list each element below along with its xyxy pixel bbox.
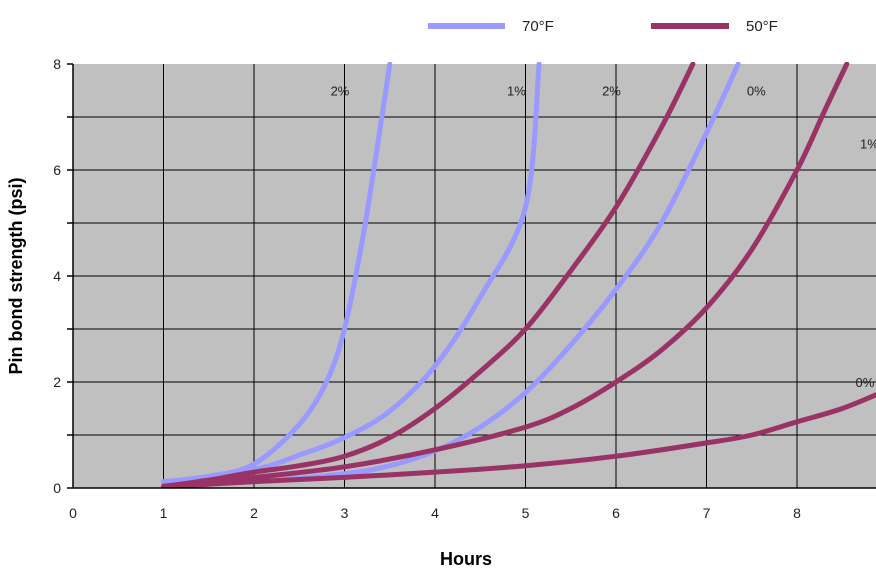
y-tick-label: 8 <box>53 56 61 72</box>
y-tick-label: 4 <box>53 268 61 284</box>
x-tick-label: 6 <box>612 505 620 521</box>
series-line-50-f-2- <box>161 62 696 488</box>
curve-label: 2% <box>602 84 621 99</box>
y-tick-label: 0 <box>53 480 61 496</box>
legend-label-50f: 50°F <box>746 18 778 35</box>
series-line-70-f-1- <box>161 62 542 486</box>
x-tick-label: 3 <box>341 505 349 521</box>
x-tick-label: 4 <box>431 505 439 521</box>
curve-label: 0% <box>855 375 874 390</box>
y-tick-label: 2 <box>53 374 61 390</box>
curve-labels: 2% 1% 2% 0% 1% 0% <box>331 84 876 391</box>
series-line-50-f-1- <box>161 62 850 488</box>
x-tick-label: 7 <box>703 505 711 521</box>
tick-labels: 0 1 2 3 4 5 6 7 8 0 2 4 6 8 <box>53 56 801 521</box>
curve-label: 1% <box>507 84 526 99</box>
x-tick-label: 8 <box>793 505 801 521</box>
series-line-50-f-0- <box>161 392 876 488</box>
legend-label-70f: 70°F <box>522 18 554 35</box>
legend: 70°F 50°F <box>428 18 778 35</box>
x-tick-label: 1 <box>160 505 168 521</box>
x-tick-label: 0 <box>69 505 77 521</box>
x-axis-title: Hours <box>440 549 492 569</box>
axes <box>67 63 876 489</box>
grid <box>73 64 876 488</box>
curve-label: 2% <box>331 84 350 99</box>
y-tick-label: 6 <box>53 162 61 178</box>
y-axis-title: Pin bond strength (psi) <box>6 178 26 375</box>
curve-label: 1% <box>860 137 876 152</box>
series-group <box>161 62 876 488</box>
x-tick-label: 2 <box>250 505 258 521</box>
curve-label: 0% <box>747 84 766 99</box>
x-tick-label: 5 <box>522 505 530 521</box>
